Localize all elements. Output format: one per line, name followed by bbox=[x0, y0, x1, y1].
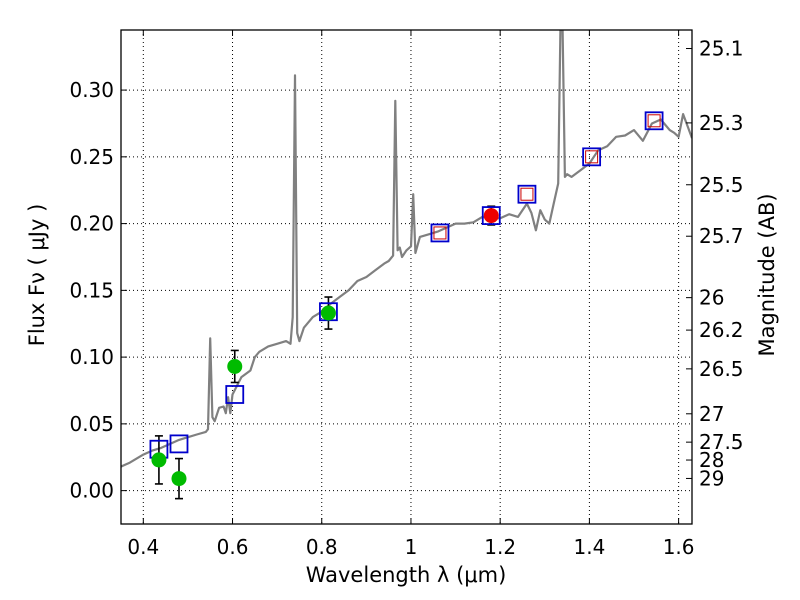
magnitude-tick-label: 27 bbox=[699, 402, 724, 426]
magnitude-tick-label: 25.1 bbox=[699, 37, 744, 61]
y-tick-label: 0.20 bbox=[69, 212, 114, 236]
model-photometry-inner-square bbox=[585, 150, 599, 164]
magnitude-tick-label: 25.5 bbox=[699, 173, 744, 197]
model-photometry-square bbox=[582, 147, 602, 167]
plot-frame bbox=[120, 29, 693, 525]
x-tick-label: 0.4 bbox=[127, 535, 159, 559]
series-layer bbox=[121, 30, 692, 500]
magnitude-tick-label: 26.5 bbox=[699, 357, 744, 381]
y-tick-label: 0.05 bbox=[69, 412, 114, 436]
y-tick-label: 0.10 bbox=[69, 345, 114, 369]
y-tick-label: 0.00 bbox=[69, 479, 114, 503]
x-tick-label: 1 bbox=[405, 535, 418, 559]
magnitude-tick-label: 28 bbox=[699, 448, 724, 472]
y-tick-label: 0.30 bbox=[69, 78, 114, 102]
magnitude-tick-label: 29 bbox=[699, 466, 724, 490]
observed-point-green bbox=[320, 305, 336, 321]
model-photometry-inner-square bbox=[433, 226, 447, 240]
plot-border bbox=[120, 29, 693, 525]
y-tick-label: 0.15 bbox=[69, 278, 114, 302]
grid-lines bbox=[121, 30, 692, 524]
x-tick-label: 1.6 bbox=[663, 535, 695, 559]
observed-point-red bbox=[483, 208, 499, 224]
magnitude-tick-label: 27.5 bbox=[699, 430, 744, 454]
y-tick-label: 0.25 bbox=[69, 145, 114, 169]
x-tick-label: 0.8 bbox=[306, 535, 338, 559]
magnitude-axis-title: Magnitude (AB) bbox=[755, 193, 779, 356]
x-tick-label: 1.2 bbox=[484, 535, 516, 559]
x-axis-title: Wavelength λ (μm) bbox=[306, 563, 507, 587]
magnitude-tick-label: 25.7 bbox=[699, 224, 744, 248]
model-photometry-square bbox=[481, 206, 501, 225]
y-axis-title: Flux Fν ( μJy ) bbox=[25, 204, 49, 347]
observed-point-green bbox=[171, 471, 187, 487]
observed-point-green bbox=[151, 452, 167, 468]
model-photometry-square bbox=[225, 385, 245, 404]
x-tick-label: 0.6 bbox=[217, 535, 249, 559]
model-photometry-square bbox=[169, 434, 189, 454]
model-photometry-inner-square bbox=[647, 114, 661, 128]
observed-point-green bbox=[227, 358, 243, 374]
magnitude-tick-label: 25.3 bbox=[699, 111, 744, 135]
model-photometry-inner-square bbox=[520, 187, 534, 201]
model-photometry-square bbox=[644, 111, 664, 131]
axis-ticks: 0.4 0.6 0.8 1 1.2 1.4 1.6 0.00 0.05 0.10 0.15 0.20 0… bbox=[69, 30, 744, 559]
model-photometry-square bbox=[517, 184, 537, 204]
magnitude-tick-label: 26.2 bbox=[699, 318, 744, 342]
magnitude-tick-label: 26 bbox=[699, 286, 724, 310]
model-photometry-square bbox=[430, 223, 450, 243]
x-tick-label: 1.4 bbox=[573, 535, 605, 559]
model-spectrum-line bbox=[121, 30, 692, 468]
